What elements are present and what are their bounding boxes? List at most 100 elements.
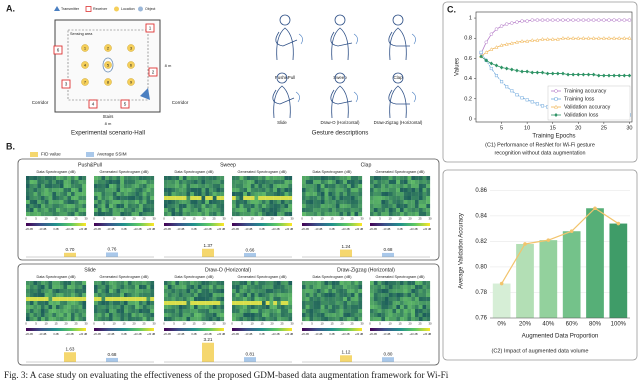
heatmap-cell xyxy=(209,200,213,205)
heatmap-cell xyxy=(59,204,64,209)
point xyxy=(617,36,622,40)
heatmap-cell xyxy=(197,200,202,205)
heatmap-cell xyxy=(305,301,310,306)
heatmap-cell xyxy=(186,301,191,306)
heatmap-cell xyxy=(29,204,34,209)
heatmap-cell xyxy=(254,188,259,193)
heatmap-cell xyxy=(146,289,151,294)
heatmap-cell xyxy=(388,317,393,322)
heatmap-cell xyxy=(52,180,57,185)
heatmap-cell xyxy=(232,212,236,217)
heatmap-cell xyxy=(273,293,278,298)
gesture-arrow xyxy=(353,91,358,103)
heatmap-cell xyxy=(150,317,155,322)
heatmap-cell xyxy=(101,184,106,189)
heatmap-cell xyxy=(343,192,348,197)
heatmap-cell xyxy=(328,180,333,185)
y-tick-label: 0.80 xyxy=(475,265,487,271)
y-tick-label: 0.78 xyxy=(475,290,487,296)
gesture-arm xyxy=(388,89,410,105)
heatmap-cell xyxy=(385,188,389,193)
heatmap-cell xyxy=(243,289,248,294)
heatmap-cell xyxy=(320,200,325,205)
heatmap-cell xyxy=(182,196,187,201)
heatmap-cell xyxy=(377,309,382,314)
heatmap-cell xyxy=(101,192,106,197)
heatmap-cell xyxy=(205,285,210,290)
icon-transmitter xyxy=(54,6,60,11)
heatmap-cell xyxy=(59,212,64,217)
heatmap-cell xyxy=(190,188,195,193)
heatmap-cell xyxy=(164,289,168,294)
heatmap-cell xyxy=(120,184,125,189)
heatmap-cell xyxy=(182,192,187,197)
heatmap-cell xyxy=(101,176,106,181)
heatmap-cell xyxy=(258,313,263,318)
heatmap-cell xyxy=(52,184,57,189)
heatmap-cell xyxy=(48,208,53,213)
x-tick-label: 20% xyxy=(519,322,532,328)
heatmap-cell xyxy=(37,317,42,322)
heatmap-cell xyxy=(422,176,427,181)
heatmap-cell xyxy=(109,200,113,205)
heatmap-cell xyxy=(56,196,60,201)
panel-label: C. xyxy=(447,4,456,14)
x-tick-label: 25 xyxy=(350,217,354,221)
heatmap-cell xyxy=(328,212,333,217)
heatmap-cell xyxy=(400,293,404,298)
heatmap-cell xyxy=(205,289,210,294)
heatmap-cell xyxy=(63,184,68,189)
heatmap-cell xyxy=(220,285,225,290)
receiver-number: 4 xyxy=(92,102,95,107)
heatmap-cell xyxy=(29,184,34,189)
heatmap-cell xyxy=(67,281,72,286)
heatmap-cell xyxy=(370,301,374,306)
heatmap-cell xyxy=(164,180,168,185)
heatmap-cell xyxy=(164,309,168,314)
heatmap-cell xyxy=(120,309,125,314)
heatmap-cell xyxy=(205,204,210,209)
heatmap-cell xyxy=(370,289,374,294)
heatmap-cell xyxy=(197,285,202,290)
heatmap-cell xyxy=(216,309,221,314)
heatmap-cell xyxy=(254,200,259,205)
heatmap-cell xyxy=(26,192,30,197)
heatmap-cell xyxy=(377,301,382,306)
heatmap-cell xyxy=(243,192,248,197)
heatmap-cell xyxy=(29,281,34,286)
heatmap-cell xyxy=(44,285,49,290)
heatmap-cell xyxy=(142,289,147,294)
heatmap-cell xyxy=(335,293,340,298)
point xyxy=(622,18,627,22)
heatmap-cell xyxy=(309,309,314,314)
heatmap-cell xyxy=(190,204,195,209)
heatmap-cell xyxy=(373,184,378,189)
heatmap-cell xyxy=(56,313,60,318)
heatmap-cell xyxy=(381,297,386,302)
heatmap-cell xyxy=(284,200,289,205)
location xyxy=(104,78,112,86)
heatmap-cell xyxy=(41,281,45,286)
heatmap-cell xyxy=(67,317,72,322)
heatmap-cell xyxy=(328,297,333,302)
value-label: 1.37 xyxy=(204,243,213,248)
value-label: 0.76 xyxy=(108,247,117,252)
receiver-number: 6 xyxy=(57,48,60,53)
heatmap-cell xyxy=(175,317,180,322)
heatmap-cell xyxy=(142,180,147,185)
heatmap-cell xyxy=(33,285,38,290)
heatmap-cell xyxy=(328,301,333,306)
heatmap-cell xyxy=(142,297,147,302)
x-tick-label: 5 xyxy=(311,322,313,326)
heatmap-cell xyxy=(186,313,191,318)
heatmap-cell xyxy=(262,200,266,205)
heatmap-cell xyxy=(194,200,198,205)
x-tick-label: 0 xyxy=(93,322,95,326)
heatmap-cell xyxy=(182,212,187,217)
heatmap-cell xyxy=(94,309,98,314)
heatmap-cell xyxy=(105,305,110,310)
heatmap-cell xyxy=(171,188,176,193)
heatmap-cell xyxy=(343,297,348,302)
heatmap-cell xyxy=(190,176,195,181)
panel-label: B. xyxy=(6,141,15,151)
